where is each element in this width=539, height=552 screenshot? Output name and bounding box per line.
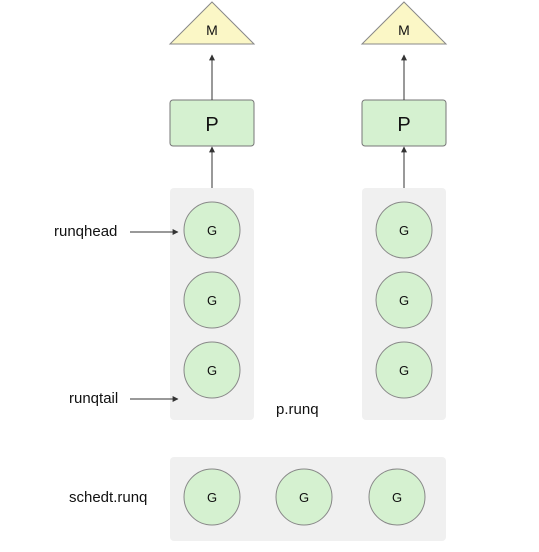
goroutine-circle [375, 341, 433, 399]
machine-triangle [168, 1, 256, 45]
machine-label: M [206, 22, 218, 38]
goroutine: G [183, 468, 241, 526]
machine-label: M [398, 22, 410, 38]
machine-2: M [360, 1, 448, 45]
goroutine-label: G [207, 490, 217, 505]
goroutine: G [375, 271, 433, 329]
goroutine-circle [275, 468, 333, 526]
goroutine: G [375, 341, 433, 399]
sched-runq-label: schedt.runq [69, 489, 147, 506]
processor-label: P [205, 114, 218, 136]
processor-1: P [169, 99, 255, 147]
goroutine-label: G [207, 363, 217, 378]
goroutine-circle [368, 468, 426, 526]
goroutine-label: G [207, 293, 217, 308]
goroutine-circle [183, 468, 241, 526]
runqhead-label: runqhead [54, 223, 117, 240]
goroutine-label: G [399, 223, 409, 238]
runqtail-label: runqtail [69, 390, 118, 407]
goroutine-circle [375, 271, 433, 329]
goroutine-label: G [207, 223, 217, 238]
goroutine-label: G [399, 293, 409, 308]
goroutine-label: G [299, 490, 309, 505]
machine-1: M [168, 1, 256, 45]
p-runq-label: p.runq [276, 401, 319, 418]
goroutine-label: G [392, 490, 402, 505]
processor-2: P [361, 99, 447, 147]
goroutine: G [183, 341, 241, 399]
goroutine-circle [183, 341, 241, 399]
goroutine: G [275, 468, 333, 526]
goroutine-circle [375, 201, 433, 259]
processor-label: P [397, 114, 410, 136]
goroutine-label: G [399, 363, 409, 378]
goroutine-circle [183, 201, 241, 259]
goroutine-circle [183, 271, 241, 329]
goroutine: G [183, 271, 241, 329]
machine-triangle [360, 1, 448, 45]
goroutine: G [183, 201, 241, 259]
goroutine: G [375, 201, 433, 259]
goroutine: G [368, 468, 426, 526]
